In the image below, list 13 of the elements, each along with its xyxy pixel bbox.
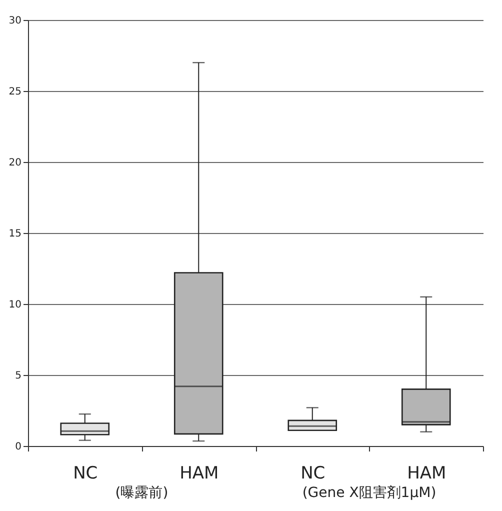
x-tick-label: NC bbox=[73, 464, 98, 484]
x-tick-label: HAM bbox=[407, 464, 446, 484]
y-tick-label: 30 bbox=[8, 16, 22, 26]
text: (曝露前) bbox=[115, 485, 168, 501]
y-tick-label: 20 bbox=[8, 158, 22, 168]
x-tick-label: NC bbox=[300, 464, 326, 484]
text: (Gene X阻害剤1μM) bbox=[302, 485, 436, 501]
y-tick-label: 0 bbox=[15, 442, 22, 452]
y-tick-label: 25 bbox=[8, 86, 22, 98]
x-tick-label: HAM bbox=[180, 464, 219, 484]
y-tick-label: 15 bbox=[8, 228, 22, 240]
y-tick-label: 5 bbox=[15, 370, 22, 382]
y-tick-label: 10 bbox=[8, 300, 22, 310]
